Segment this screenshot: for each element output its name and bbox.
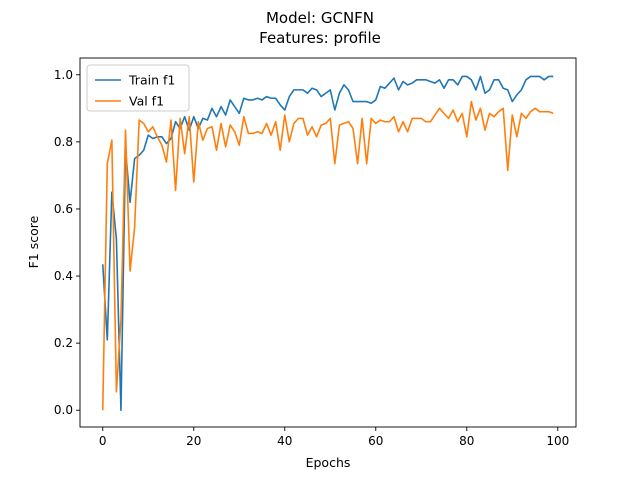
x-tick-label: 100 (546, 434, 569, 448)
legend-box (86, 64, 190, 112)
chart-title: Model: GCNFN (266, 9, 374, 27)
legend-label-val-f1: Val f1 (129, 94, 164, 109)
x-tick-label: 60 (368, 434, 383, 448)
x-tick-label: 80 (459, 434, 474, 448)
y-tick-label: 0.4 (54, 269, 73, 283)
y-tick-label: 0.6 (54, 202, 73, 216)
x-tick-label: 40 (277, 434, 292, 448)
x-tick-label: 20 (186, 434, 201, 448)
plot-area: 0 20 40 60 80 100 0.0 0.2 0.4 0.6 0.8 1.0 Train f1 Va… (54, 57, 577, 448)
axes-frame (79, 57, 577, 428)
chart-subtitle: Features: profile (259, 29, 381, 47)
y-tick-label: 0.8 (54, 135, 73, 149)
x-tick-label: 0 (99, 434, 107, 448)
legend-label-train-f1: Train f1 (128, 73, 175, 88)
x-axis-label: Epochs (306, 455, 351, 470)
series-line-val-f1 (101, 100, 554, 411)
y-tick-label: 1.0 (54, 68, 73, 82)
series-line-train-f1 (101, 75, 554, 412)
y-tick-label: 0.0 (54, 403, 73, 417)
y-axis-label: F1 score (26, 215, 41, 268)
y-tick-label: 0.2 (54, 336, 73, 350)
